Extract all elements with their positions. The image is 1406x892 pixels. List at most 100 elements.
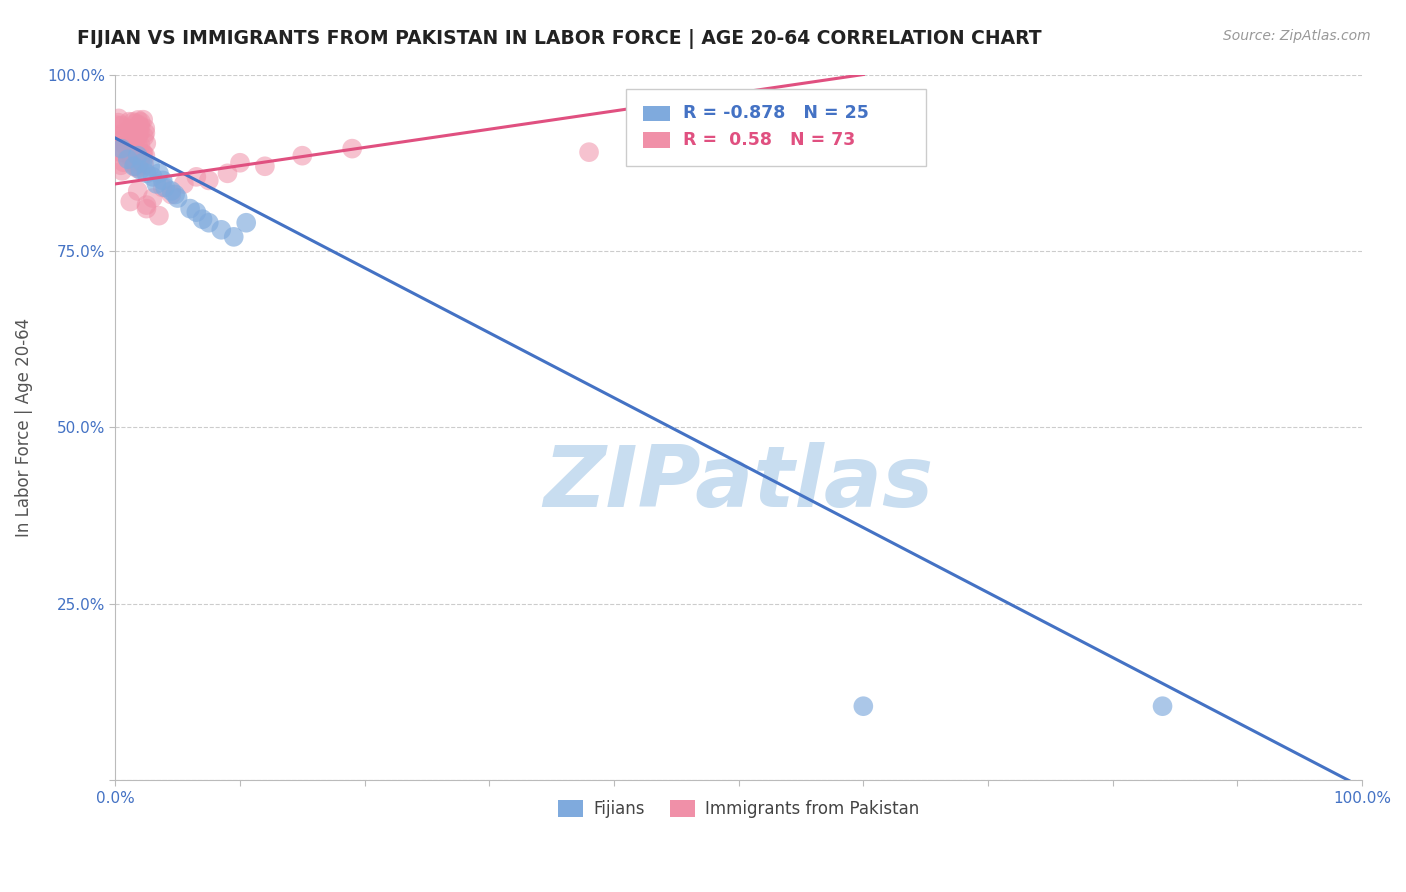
Point — [110, 128, 132, 142]
Point — [852, 699, 875, 714]
Point — [129, 126, 152, 140]
Point — [114, 138, 136, 153]
Point — [1152, 699, 1174, 714]
Point — [222, 230, 245, 244]
Bar — [643, 132, 671, 148]
Point — [179, 202, 201, 216]
Point — [142, 191, 165, 205]
Point — [129, 162, 152, 177]
Point — [114, 130, 136, 145]
Point — [122, 145, 145, 159]
Text: FIJIAN VS IMMIGRANTS FROM PAKISTAN IN LABOR FORCE | AGE 20-64 CORRELATION CHART: FIJIAN VS IMMIGRANTS FROM PAKISTAN IN LA… — [77, 29, 1042, 48]
Point — [127, 153, 149, 167]
Point — [132, 112, 155, 127]
Point — [129, 115, 152, 129]
Point — [124, 153, 146, 168]
Point — [107, 112, 129, 126]
Point — [104, 134, 127, 148]
Point — [160, 187, 183, 202]
Point — [121, 123, 143, 137]
Point — [148, 209, 170, 223]
Point — [112, 155, 135, 169]
Point — [120, 194, 142, 209]
Point — [139, 159, 162, 173]
Point — [124, 159, 146, 173]
Point — [160, 184, 183, 198]
Point — [125, 152, 148, 166]
Point — [120, 149, 142, 163]
Point — [142, 169, 165, 184]
Point — [128, 118, 150, 132]
Point — [129, 153, 152, 168]
Point — [122, 115, 145, 129]
Point — [186, 205, 208, 219]
Point — [127, 112, 149, 127]
Point — [578, 145, 600, 160]
Point — [122, 159, 145, 173]
Point — [118, 121, 141, 136]
Point — [118, 150, 141, 164]
Point — [105, 118, 128, 132]
Point — [186, 169, 208, 184]
Point — [110, 145, 132, 160]
Text: ZIPatlas: ZIPatlas — [544, 442, 934, 525]
Point — [134, 158, 156, 172]
Point — [110, 145, 132, 159]
Point — [127, 149, 149, 163]
Point — [128, 155, 150, 169]
Point — [191, 212, 214, 227]
Point — [145, 177, 167, 191]
Point — [727, 124, 749, 138]
Point — [125, 116, 148, 130]
Point — [253, 159, 276, 173]
Point — [229, 155, 252, 169]
Point — [134, 126, 156, 140]
Bar — [643, 105, 671, 121]
Text: Source: ZipAtlas.com: Source: ZipAtlas.com — [1223, 29, 1371, 43]
Point — [105, 138, 128, 153]
Point — [127, 137, 149, 152]
Point — [153, 180, 176, 194]
Point — [127, 161, 149, 175]
Point — [124, 134, 146, 148]
Legend: Fijians, Immigrants from Pakistan: Fijians, Immigrants from Pakistan — [551, 793, 925, 825]
Point — [127, 161, 149, 176]
Point — [152, 180, 174, 194]
Point — [135, 136, 157, 151]
Point — [117, 152, 139, 166]
Point — [121, 137, 143, 152]
Point — [107, 115, 129, 129]
Point — [124, 133, 146, 147]
Point — [105, 129, 128, 144]
Point — [110, 142, 132, 156]
Point — [122, 122, 145, 136]
Point — [134, 129, 156, 144]
Point — [173, 177, 195, 191]
Point — [131, 146, 153, 161]
Point — [235, 216, 257, 230]
Point — [134, 121, 156, 136]
Y-axis label: In Labor Force | Age 20-64: In Labor Force | Age 20-64 — [15, 318, 32, 537]
Point — [291, 149, 314, 163]
Point — [165, 187, 187, 202]
Point — [827, 103, 849, 117]
Point — [118, 131, 141, 145]
Point — [134, 148, 156, 162]
Point — [114, 138, 136, 153]
Point — [148, 166, 170, 180]
Point — [120, 147, 142, 161]
Point — [340, 142, 363, 156]
Point — [111, 164, 134, 178]
Point — [129, 120, 152, 134]
Text: R = -0.878   N = 25: R = -0.878 N = 25 — [682, 104, 869, 122]
Point — [198, 173, 221, 187]
Text: R =  0.58   N = 73: R = 0.58 N = 73 — [682, 131, 855, 149]
Point — [127, 184, 149, 198]
Point — [111, 119, 134, 133]
Point — [198, 216, 221, 230]
FancyBboxPatch shape — [627, 88, 925, 166]
Point — [166, 191, 188, 205]
Point — [135, 202, 157, 216]
Point — [132, 146, 155, 161]
Point — [217, 166, 239, 180]
